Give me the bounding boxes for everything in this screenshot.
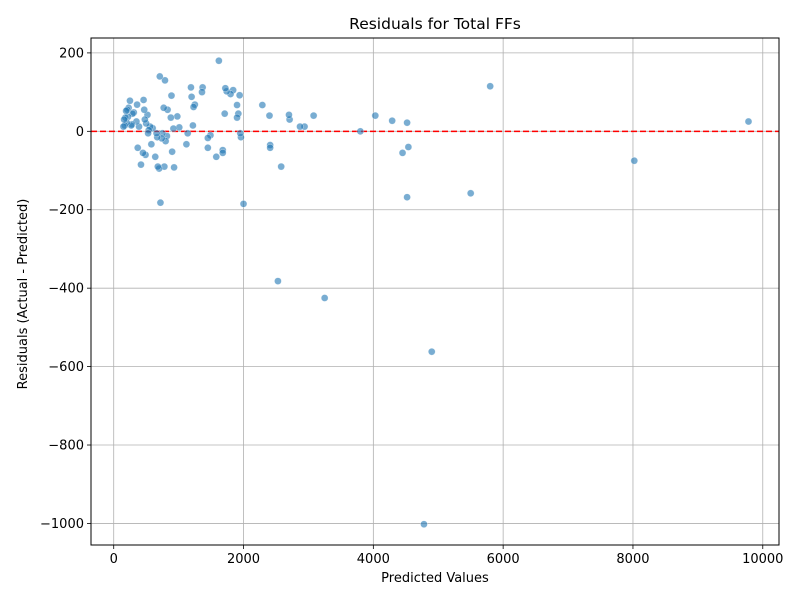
scatter-point: [309, 111, 318, 120]
scatter-point: [141, 115, 149, 124]
scatter-point: [133, 100, 141, 109]
scatter-point: [161, 76, 169, 85]
scatter-point: [428, 347, 436, 356]
y-axis-label: Residuals (Actual - Predicted): [16, 199, 31, 390]
scatter-point: [154, 162, 162, 171]
x-tick-label: 6000: [487, 552, 520, 567]
scatter-point: [236, 129, 245, 138]
scatter-point: [170, 163, 178, 172]
scatter-point: [296, 122, 304, 131]
y-tick-label: −800: [48, 439, 84, 454]
scatter-point: [122, 107, 130, 115]
scatter-point: [265, 111, 274, 120]
scatter-point: [126, 96, 134, 105]
x-axis-label: Predicted Values: [381, 571, 489, 586]
scatter-point: [189, 103, 198, 111]
scatter-point: [144, 129, 152, 138]
scatter-point: [137, 160, 145, 169]
scatter-point: [156, 198, 165, 207]
scatter-point: [212, 153, 221, 161]
scatter-point: [403, 118, 411, 127]
grid-lines: [91, 38, 779, 545]
scatter-point: [133, 144, 142, 152]
scatter-point: [274, 277, 282, 285]
scatter-point: [187, 83, 195, 92]
scatter-point: [220, 109, 229, 118]
y-tick-label: 200: [59, 46, 84, 61]
scatter-point: [168, 147, 176, 156]
scatter-point: [630, 156, 639, 165]
x-axis-ticks: 0 2000 4000 6000 8000 10000: [110, 545, 783, 567]
scatter-point: [173, 112, 182, 121]
scatter-point: [152, 129, 161, 138]
y-tick-label: 0: [76, 125, 84, 140]
scatter-point: [204, 134, 212, 142]
x-tick-label: 8000: [616, 552, 649, 567]
scatter-point: [198, 88, 206, 96]
scatter-point: [169, 124, 178, 133]
x-tick-label: 10000: [742, 552, 783, 567]
scatter-point: [486, 82, 494, 90]
scatter-point: [235, 91, 244, 99]
scatter-point: [139, 149, 147, 157]
scatter-point: [356, 127, 365, 136]
plot-area-frame: [90, 37, 780, 546]
scatter-point: [187, 93, 196, 101]
scatter-point: [151, 153, 160, 161]
scatter-point: [398, 149, 407, 157]
scatter-point: [744, 117, 753, 126]
scatter-point: [258, 101, 267, 109]
y-tick-label: −200: [48, 203, 84, 218]
scatter-point: [221, 84, 230, 92]
scatter-point: [119, 122, 128, 131]
scatter-point: [215, 56, 223, 65]
scatter-point: [219, 149, 227, 157]
scatter-point: [420, 520, 428, 528]
y-tick-label: −1000: [40, 517, 84, 532]
scatter-point: [233, 101, 241, 109]
scatter-point: [388, 116, 396, 125]
scatter-point: [140, 106, 148, 114]
scatter-point: [266, 144, 274, 152]
scatter-point: [204, 144, 212, 152]
scatter-point: [147, 140, 156, 149]
x-tick-label: 4000: [357, 552, 390, 567]
y-tick-label: −600: [48, 360, 84, 375]
x-tick-label: 2000: [227, 552, 260, 567]
scatter-point: [139, 96, 148, 104]
scatter-points: [119, 56, 753, 528]
scatter-point: [182, 140, 191, 149]
scatter-point: [371, 111, 380, 120]
y-tick-label: −400: [48, 282, 84, 297]
scatter-point: [239, 200, 248, 208]
scatter-point: [404, 143, 413, 151]
scatter-point: [277, 162, 285, 171]
scatter-point: [189, 121, 197, 130]
scatter-point: [233, 113, 241, 122]
x-tick-label: 0: [110, 552, 118, 567]
chart-title: Residuals for Total FFs: [349, 15, 521, 33]
y-axis-ticks: 200 0 −200 −400 −600 −800 −1000: [40, 46, 91, 532]
scatter-point: [156, 72, 164, 81]
scatter-point: [183, 129, 192, 138]
scatter-point: [167, 91, 176, 100]
scatter-point: [466, 189, 475, 198]
scatter-point: [285, 111, 293, 119]
scatter-point: [167, 113, 175, 122]
scatter-point: [320, 294, 329, 302]
scatter-point: [120, 115, 128, 124]
scatter-point: [159, 104, 168, 112]
scatter-point: [403, 193, 411, 201]
